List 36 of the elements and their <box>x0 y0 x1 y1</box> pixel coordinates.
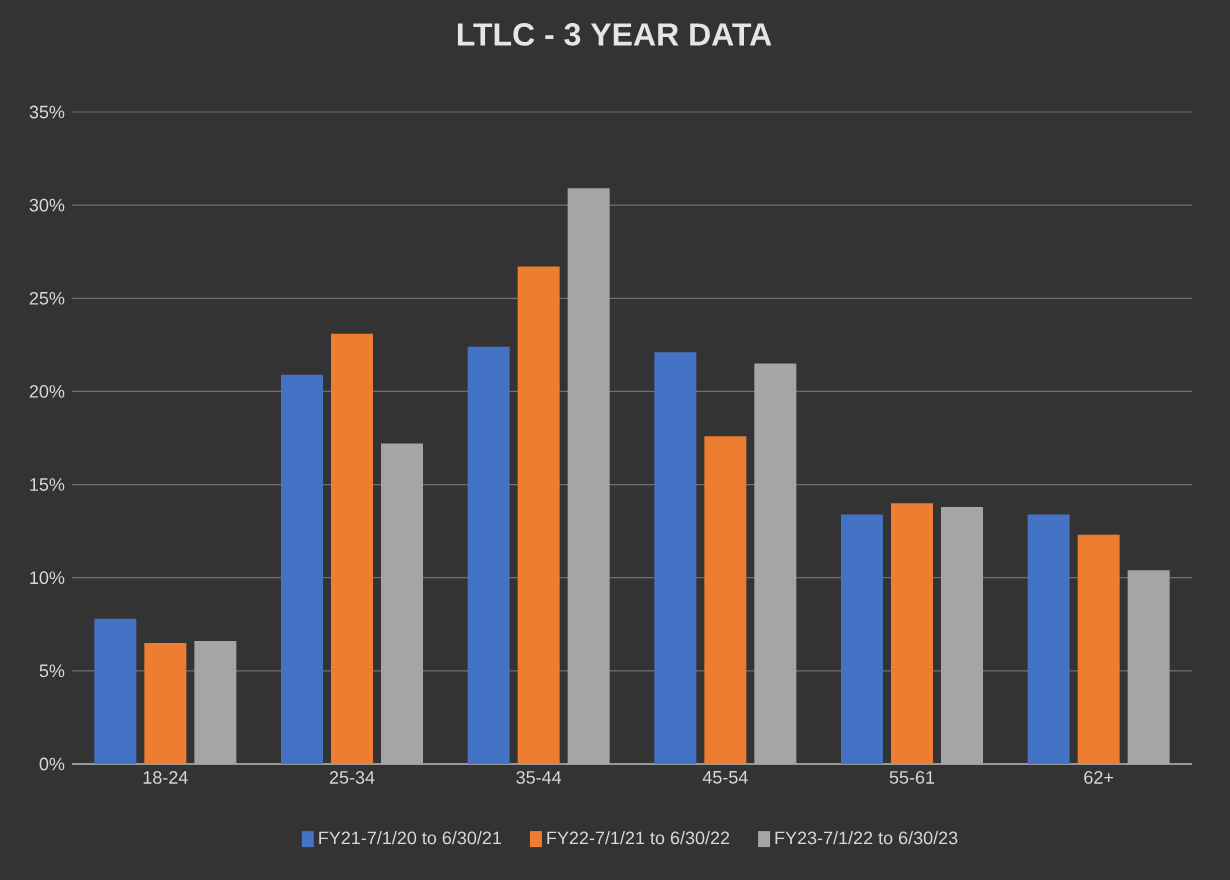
y-tick-label: 15% <box>30 478 65 491</box>
bar <box>94 618 137 764</box>
bar <box>194 641 237 764</box>
bar <box>144 642 187 764</box>
bar <box>840 514 883 764</box>
bar <box>1127 570 1170 764</box>
bar <box>517 266 560 764</box>
y-tick-label: 20% <box>29 385 65 398</box>
y-tick-label: 0% <box>39 757 65 771</box>
x-tick-label: 62+ <box>1084 771 1114 784</box>
bar <box>1077 534 1120 764</box>
bar <box>654 352 697 764</box>
x-tick-label: 35-44 <box>516 771 562 784</box>
x-tick-label: 25-34 <box>329 771 375 784</box>
bar <box>331 333 373 764</box>
chart-title: LTLC - 3 YEAR DATA <box>457 23 772 46</box>
y-tick-label: 5% <box>39 664 65 678</box>
bar <box>941 506 983 764</box>
bar <box>281 374 323 764</box>
bar <box>467 346 510 764</box>
y-tick-label: 25% <box>29 291 65 305</box>
legend-label: FY23-7/1/22 to 6/30/23 <box>775 831 958 845</box>
x-tick-label: 45-54 <box>702 771 748 784</box>
bar <box>381 443 424 764</box>
x-tick-label: 55-61 <box>889 771 935 784</box>
y-tick-label: 10% <box>30 571 65 585</box>
x-tick-label: 18-24 <box>143 771 188 784</box>
bar <box>1027 514 1070 764</box>
legend-label: FY21-7/1/20 to 6/30/21 <box>319 831 502 845</box>
y-tick-label: 35% <box>29 105 65 119</box>
y-tick-label: 30% <box>29 198 65 212</box>
bar <box>754 363 797 764</box>
bar <box>567 188 610 764</box>
legend-label: FY22-7/1/21 to 6/30/22 <box>547 831 730 845</box>
bar <box>704 436 747 764</box>
bar <box>890 503 933 764</box>
